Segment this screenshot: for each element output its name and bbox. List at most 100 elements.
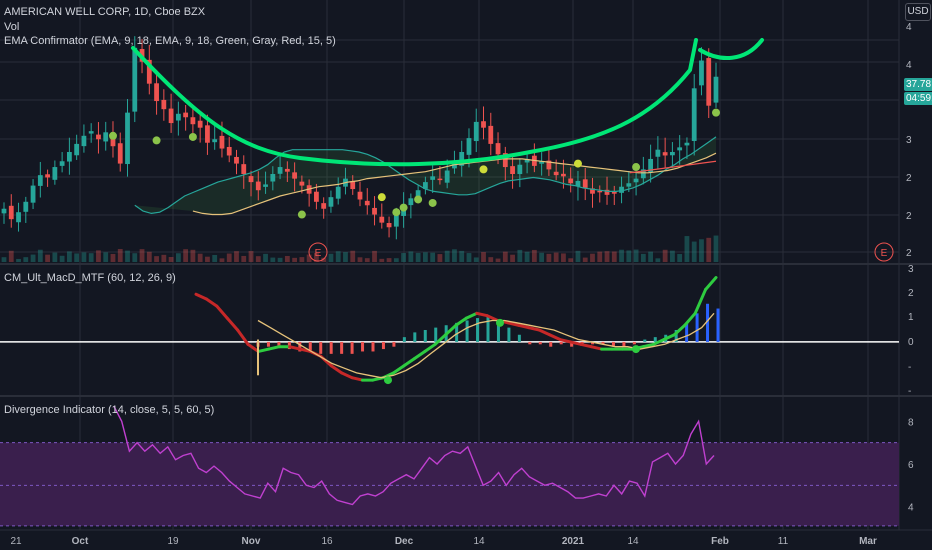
signal-dot [392,208,401,217]
symbol-title[interactable]: AMERICAN WELL CORP, 1D, Cboe BZX [4,6,206,18]
macd-line-segment [329,364,344,375]
macd-histogram-bar [371,341,375,352]
candle-body [677,147,683,151]
candle-body [74,143,80,156]
macd-histogram-bar [392,341,396,347]
candle-body [444,170,450,183]
macd-histogram-bar [476,318,480,342]
volume-bar [197,253,203,262]
candle-body [691,88,697,141]
time-axis-tick: 14 [627,536,639,547]
candle-body [284,168,290,172]
volume-bar [74,253,80,262]
candle-body [132,47,138,112]
signal-dot [632,163,641,172]
macd-histogram-bar [549,341,553,347]
candle-body [662,152,668,156]
macd-label[interactable]: CM_Ult_MacD_MTF (60, 12, 26, 9) [4,272,176,284]
macd-histogram-bar [266,341,270,347]
volume-bar [561,253,566,262]
time-axis-tick: Mar [859,536,877,547]
candle-body [154,83,159,102]
macd-pane [0,276,899,385]
candle-body [219,135,225,149]
macd-line-segment [444,323,458,337]
volume-bar [103,252,109,262]
candle-body [437,178,443,181]
candle-body [473,121,479,142]
candle-body [103,132,109,142]
divergence-axis-tick: 8 [908,417,914,428]
divergence-pane [0,406,899,527]
macd-line-segment [204,297,219,308]
green-arc-annotation [131,38,764,167]
candle-body [16,212,21,223]
macd-histogram-bar [298,341,302,352]
volume-bar [45,254,50,262]
ema-9-line [134,136,717,215]
price-axis-tick: 2 [906,173,912,184]
volume-bar [699,239,704,262]
earnings-marker-circle [308,242,328,262]
candle-body [88,131,94,134]
currency-button[interactable]: USD [905,3,931,21]
volume-label[interactable]: Vol [4,21,20,33]
volume-bar [284,255,290,262]
time-axis-tick: 16 [321,536,333,547]
candle-body [517,164,523,175]
candle-body [350,181,356,190]
volume-bar [590,253,595,262]
ema-18-line [192,152,717,216]
candle-body [640,169,646,179]
candle-body [183,112,189,118]
macd-line-segment [548,333,562,342]
volume-bar [306,254,312,262]
candle-body [314,191,319,202]
candle-body [168,108,174,124]
candle-body [553,171,559,176]
volume-bar [553,252,559,262]
candle-body [81,135,87,147]
candle-body [1,208,7,214]
candle-body [23,201,29,212]
volume-bar [415,252,421,262]
candle-body [604,189,610,195]
y-axis: 4 4 3 2 2 2 3 2 1 0 - - 8 6 4 [906,22,914,514]
macd-histogram-bar [622,341,626,347]
macd-histogram-bar [507,327,511,342]
candle-body [619,186,624,193]
volume-bar [655,258,661,262]
macd-line-segment [194,292,208,301]
earnings-marker-text: E [315,248,322,259]
candle-body [546,160,552,170]
candle-body [190,117,196,125]
candle-body [655,149,661,157]
volume-bar [582,257,588,262]
price-axis-tick: 2 [906,211,912,222]
candle-body [633,178,639,183]
macd-line-segment [527,326,541,332]
candle-body [590,188,595,194]
divergence-label[interactable]: Divergence Indicator (14, close, 5, 5, 6… [4,404,215,416]
candle-body [175,113,181,121]
macd-line-segment [704,276,718,291]
ema-confirmator-label[interactable]: EMA Confirmator (EMA, 9, 18, EMA, 9, 18,… [4,35,336,47]
volume-bar [364,258,370,262]
signal-dot [108,131,117,140]
signal-dot [573,159,582,168]
candle-body [495,143,501,155]
macd-line-segment [693,287,708,315]
volume-bar [662,249,668,262]
candle-body [255,181,261,191]
candle-body [481,121,486,128]
time-axis-tick: 21 [10,536,22,547]
time-axis-tick: Feb [711,536,729,547]
macd-histogram-bar [611,341,615,347]
macd-line-segment [340,371,354,380]
macd-histogram-bar [465,320,469,342]
candle-body [568,178,574,184]
divergence-axis-tick: 4 [908,503,914,514]
candle-body [37,175,43,186]
volume-bar [372,250,377,262]
volume-bar [604,251,610,262]
